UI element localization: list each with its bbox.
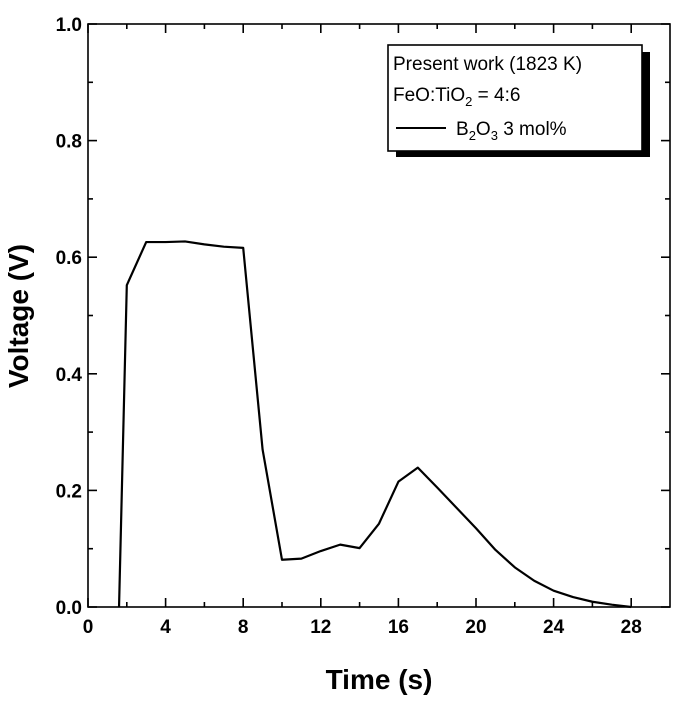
legend-title-line-1: Present work (1823 K) (393, 54, 582, 75)
y-tick-label: 0.6 (56, 248, 82, 269)
y-tick-label: 1.0 (56, 15, 82, 36)
axis-ticks (87, 23, 670, 608)
x-tick-label: 0 (83, 617, 94, 638)
legend-title-line-2: FeO:TiO2 = 4:6 (393, 85, 520, 109)
x-axis-title: Time (s) (326, 664, 433, 695)
y-tick-label: 0.2 (56, 481, 82, 502)
x-tick-label: 20 (465, 617, 486, 638)
x-tick-label: 24 (543, 617, 565, 638)
tick-labels: 0 4 8 12 16 20 24 28 0.0 0.2 0.4 0.6 0.8 1.0 (56, 15, 642, 638)
plot-frame (87, 23, 671, 608)
x-tick-label: 12 (310, 617, 331, 638)
x-tick-label: 8 (238, 617, 249, 638)
legend-box (387, 44, 643, 152)
series-line-b2o3-3mol (117, 240, 632, 609)
legend-entry-label: B2O3 3 mol% (456, 119, 567, 143)
x-tick-label: 16 (388, 617, 409, 638)
y-axis-title: Voltage (V) (3, 244, 34, 388)
legend: Present work (1823 K) FeO:TiO2 = 4:6 B2O… (387, 44, 650, 157)
y-tick-label: 0.4 (56, 365, 83, 386)
x-tick-label: 28 (621, 617, 642, 638)
y-tick-label: 0.0 (56, 598, 82, 619)
x-tick-label: 4 (160, 617, 171, 638)
y-tick-label: 0.8 (56, 132, 82, 153)
